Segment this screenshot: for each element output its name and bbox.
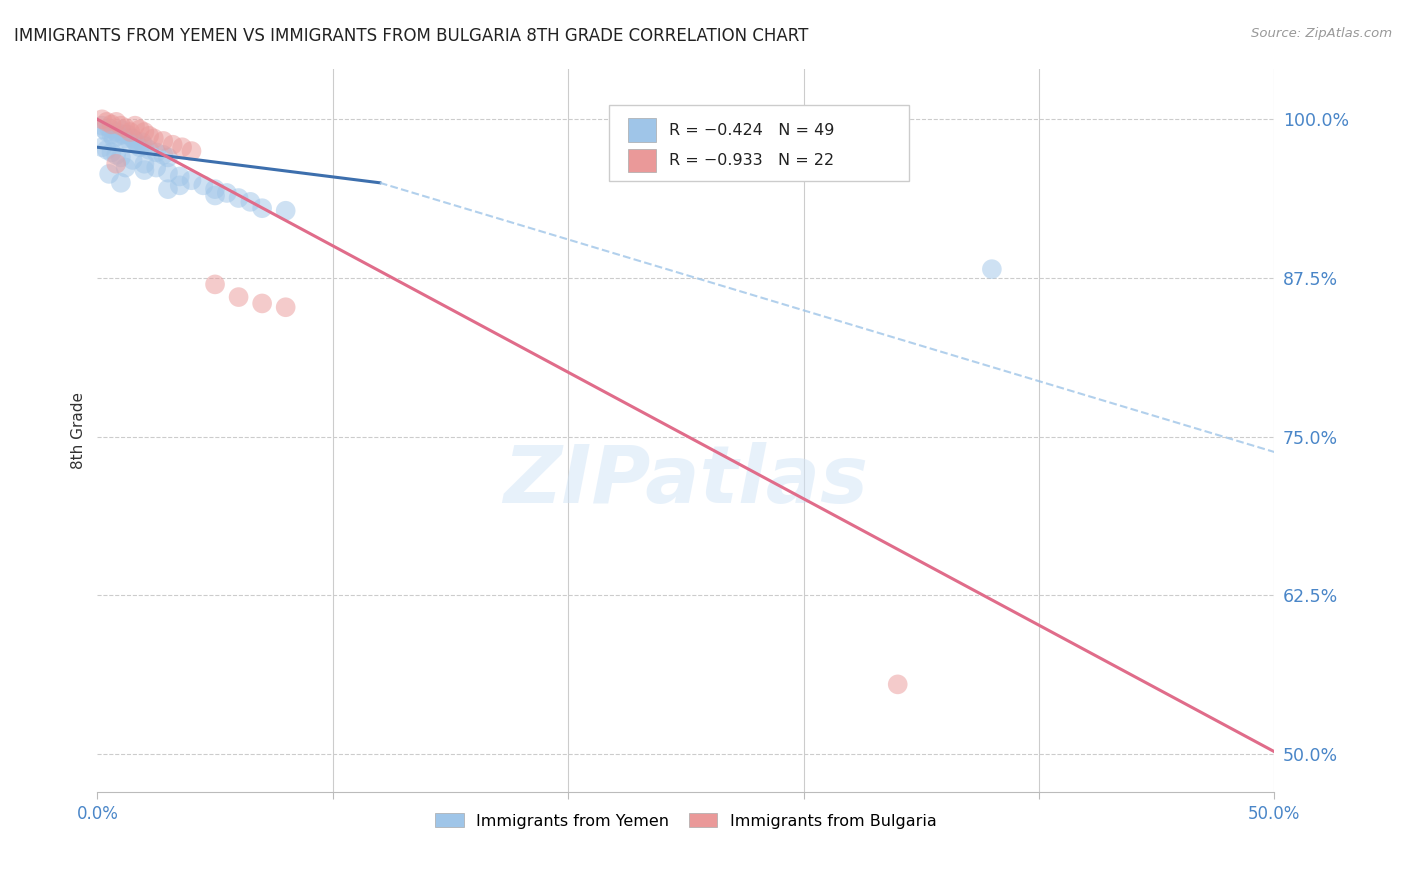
Point xyxy=(145,145,167,160)
Point xyxy=(228,290,250,304)
Text: Source: ZipAtlas.com: Source: ZipAtlas.com xyxy=(1251,27,1392,40)
Point xyxy=(228,191,250,205)
Text: ZIPatlas: ZIPatlas xyxy=(503,442,869,520)
Point xyxy=(114,131,136,145)
Point xyxy=(128,140,150,154)
Point xyxy=(110,122,132,136)
Point xyxy=(103,131,125,145)
Legend: Immigrants from Yemen, Immigrants from Bulgaria: Immigrants from Yemen, Immigrants from B… xyxy=(429,806,943,835)
Point xyxy=(162,137,184,152)
Point xyxy=(96,125,118,139)
Text: 50.0%: 50.0% xyxy=(1249,805,1301,823)
Point xyxy=(980,262,1002,277)
Point xyxy=(239,194,262,209)
Point xyxy=(105,157,128,171)
Point xyxy=(169,178,191,193)
Point xyxy=(121,153,143,167)
Point xyxy=(134,139,156,153)
Point xyxy=(124,119,146,133)
Point xyxy=(180,144,202,158)
Point xyxy=(120,125,142,139)
Text: IMMIGRANTS FROM YEMEN VS IMMIGRANTS FROM BULGARIA 8TH GRADE CORRELATION CHART: IMMIGRANTS FROM YEMEN VS IMMIGRANTS FROM… xyxy=(14,27,808,45)
Point xyxy=(105,148,128,162)
Point xyxy=(91,112,114,127)
Point xyxy=(169,169,191,184)
Point xyxy=(91,140,114,154)
Point xyxy=(96,115,118,129)
Point xyxy=(114,161,136,175)
Text: R = −0.933   N = 22: R = −0.933 N = 22 xyxy=(669,153,835,168)
Point xyxy=(152,148,174,162)
Point xyxy=(105,125,128,139)
Point xyxy=(204,277,226,292)
Point xyxy=(134,157,156,171)
Point xyxy=(100,117,122,131)
Point xyxy=(250,201,273,215)
Point xyxy=(114,121,136,136)
Point xyxy=(98,121,121,136)
Point xyxy=(127,137,149,152)
Point xyxy=(120,135,142,149)
Text: R = −0.424   N = 49: R = −0.424 N = 49 xyxy=(669,122,835,137)
Point xyxy=(145,161,167,175)
Point xyxy=(134,163,156,178)
Point xyxy=(128,122,150,136)
Point xyxy=(117,128,139,142)
Point xyxy=(204,188,226,202)
Point xyxy=(105,115,128,129)
FancyBboxPatch shape xyxy=(609,104,910,181)
Point xyxy=(180,173,202,187)
Point xyxy=(250,296,273,310)
FancyBboxPatch shape xyxy=(628,149,657,172)
FancyBboxPatch shape xyxy=(628,119,657,142)
Point xyxy=(204,182,226,196)
Point xyxy=(215,186,238,200)
Point xyxy=(156,166,179,180)
Point xyxy=(138,143,160,157)
Point xyxy=(886,677,908,691)
Point xyxy=(193,178,215,193)
Y-axis label: 8th Grade: 8th Grade xyxy=(72,392,86,469)
Point xyxy=(98,167,121,181)
Point xyxy=(124,134,146,148)
Point xyxy=(152,134,174,148)
Point xyxy=(100,128,122,142)
Point xyxy=(112,128,135,142)
Point xyxy=(96,143,118,157)
Text: 0.0%: 0.0% xyxy=(76,805,118,823)
Point xyxy=(110,150,132,164)
Point xyxy=(93,122,115,136)
Point xyxy=(142,131,165,145)
Point xyxy=(100,145,122,160)
Point xyxy=(131,135,153,149)
Point xyxy=(156,182,179,196)
Point xyxy=(274,300,297,314)
Point xyxy=(134,125,156,139)
Point xyxy=(91,119,114,133)
Point xyxy=(138,128,160,143)
Point xyxy=(274,203,297,218)
Point xyxy=(172,140,194,154)
Point xyxy=(107,128,129,143)
Point xyxy=(110,176,132,190)
Point xyxy=(121,131,143,145)
Point xyxy=(110,119,132,133)
Point xyxy=(156,150,179,164)
